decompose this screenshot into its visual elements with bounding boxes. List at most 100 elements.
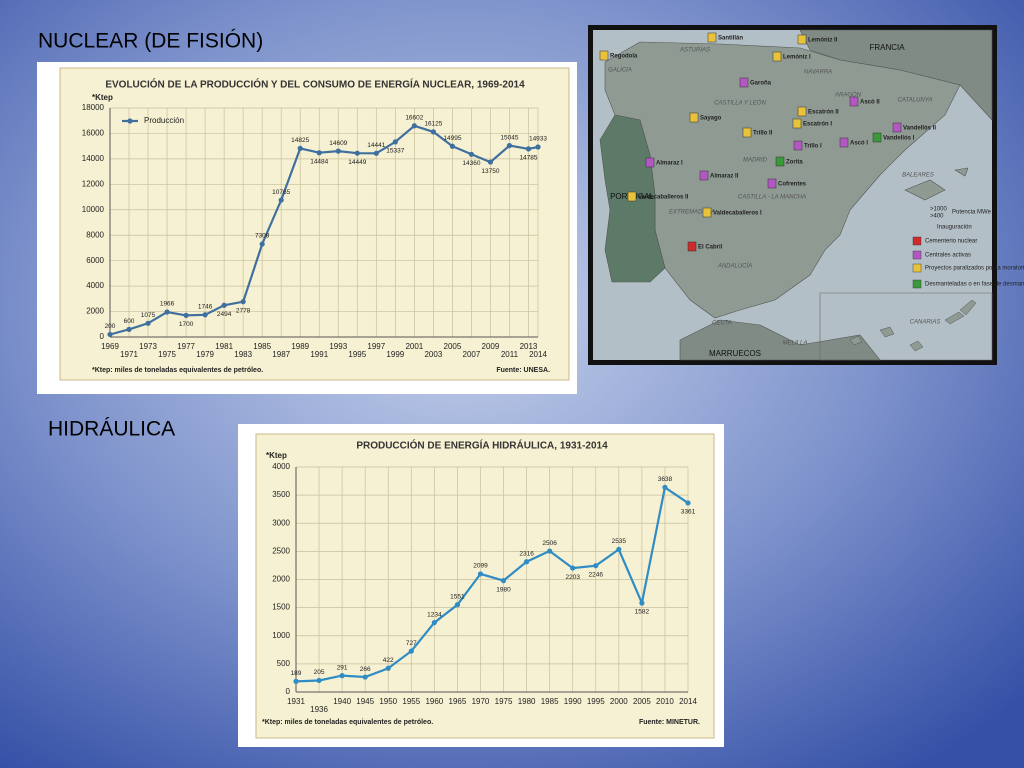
data-point (487, 159, 494, 165)
x-tick-label: 2005 (633, 697, 651, 706)
x-tick-label: 1931 (287, 697, 305, 706)
data-point (183, 312, 189, 318)
data-label: 10765 (272, 189, 290, 196)
map-plant-label: Trillo I (804, 144, 822, 150)
x-tick-label: 2000 (610, 697, 628, 706)
y-tick-label: 8000 (86, 230, 104, 239)
y-tick-label: 500 (277, 659, 291, 668)
x-tick-label: 1975 (158, 350, 176, 359)
map-region-label: CANARIAS (910, 320, 941, 326)
data-label: 266 (360, 666, 371, 673)
data-label: 1746 (198, 304, 213, 311)
data-point (335, 148, 341, 154)
data-label: 14609 (329, 140, 347, 147)
x-tick-label: 2005 (444, 342, 462, 351)
data-label: 14441 (367, 142, 385, 149)
data-label: 14933 (529, 136, 547, 143)
map-legend-label: Centrales activas (925, 253, 971, 259)
x-tick-label: 2011 (501, 350, 519, 359)
x-tick-label: 1977 (177, 342, 195, 351)
plant-icon (687, 241, 697, 252)
map-plant-label: Valdecaballeros II (638, 195, 689, 201)
data-point (373, 150, 379, 156)
plant-icon (872, 132, 882, 143)
map-region-label: CASTILLA Y LEÓN (714, 100, 766, 107)
map-legend-label: >400 (930, 214, 944, 220)
data-point (362, 674, 368, 680)
data-point (454, 602, 461, 608)
data-label: 2494 (217, 311, 232, 318)
x-tick-label: 2014 (529, 350, 547, 359)
plant-icon (742, 127, 752, 138)
canarias-inset (819, 292, 993, 361)
data-label: 727 (406, 640, 417, 647)
x-tick-label: 2001 (405, 342, 423, 351)
map-region-label: ASTURIAS (679, 48, 710, 54)
map-plant-label: Lemóniz II (808, 38, 838, 44)
x-tick-label: 1960 (425, 697, 443, 706)
data-point (500, 578, 507, 584)
map-region-label: NAVARRA (804, 70, 832, 76)
map-plant-label: Regodola (610, 54, 638, 60)
x-tick-label: 1970 (472, 697, 490, 706)
map-region-label: MELILLA (783, 341, 808, 347)
plant-icon (775, 156, 785, 167)
data-label: 7308 (255, 233, 270, 240)
source: Fuente: UNESA. (496, 367, 550, 374)
data-label: 16602 (405, 115, 423, 122)
x-tick-label: 1969 (101, 342, 119, 351)
map-region-label: MADRID (743, 158, 767, 164)
data-label: 15337 (386, 148, 404, 155)
map-plant-label: Zorita (786, 160, 803, 166)
data-label: 1234 (427, 611, 442, 618)
data-label: 2535 (612, 538, 627, 545)
x-tick-label: 1975 (495, 697, 513, 706)
plant-icon (772, 51, 782, 62)
chart-panel (59, 67, 570, 381)
x-tick-label: 1987 (272, 350, 290, 359)
x-tick-label: 1936 (310, 705, 328, 714)
plant-icon (767, 178, 777, 189)
map-region-label: EXTREMADURA (669, 210, 715, 216)
x-tick-label: 1985 (253, 342, 271, 351)
map-plant-label: Ascó I (850, 141, 868, 147)
data-label: 205 (314, 669, 325, 676)
map-plant-label: Almaraz II (710, 174, 739, 180)
x-tick-label: 2010 (656, 697, 674, 706)
map-region-label: MARRUECOS (709, 349, 761, 358)
map-plant-label: Cofrentes (778, 182, 807, 188)
heading: NUCLEAR (DE FISIÓN) (38, 30, 263, 53)
map-plant-label: El Cabril (698, 245, 723, 251)
map-plant-label: Garoña (750, 81, 772, 87)
y-tick-label: 10000 (82, 205, 105, 214)
map-legend-label: Desmanteladas o en fase de desmantelació… (925, 282, 1024, 288)
map-region-label: BALEARES (902, 173, 934, 179)
data-label: 14449 (348, 159, 366, 166)
y-tick-label: 3500 (272, 490, 290, 499)
y-tick-label: 18000 (82, 103, 105, 112)
source: Fuente: MINETUR. (639, 719, 700, 726)
data-point (339, 673, 345, 679)
legend-icon (912, 263, 922, 273)
y-axis-label: *Ktep (266, 451, 287, 460)
data-point (506, 142, 513, 149)
map-plant-label: Trillo II (753, 131, 773, 137)
map-plant-label: Lemóniz I (783, 55, 811, 61)
plant-icon (839, 137, 849, 148)
y-tick-label: 6000 (86, 256, 104, 265)
chart-title: EVOLUCIÓN DE LA PRODUCCIÓN Y DEL CONSUMO… (105, 78, 525, 91)
data-line (295, 485, 689, 683)
x-tick-label: 1973 (139, 342, 157, 351)
x-tick-label: 1965 (449, 697, 467, 706)
map-legend-label: Cementerio nuclear (925, 239, 977, 245)
y-tick-label: 2000 (86, 307, 104, 316)
data-point (685, 500, 691, 506)
legend-icon (912, 279, 922, 289)
map-region-label: CEUTA (712, 321, 732, 327)
data-label: 2506 (542, 540, 557, 547)
data-label: 200 (105, 323, 116, 330)
y-tick-label: 0 (286, 687, 291, 696)
y-tick-label: 12000 (82, 179, 105, 188)
y-tick-label: 1500 (272, 603, 290, 612)
